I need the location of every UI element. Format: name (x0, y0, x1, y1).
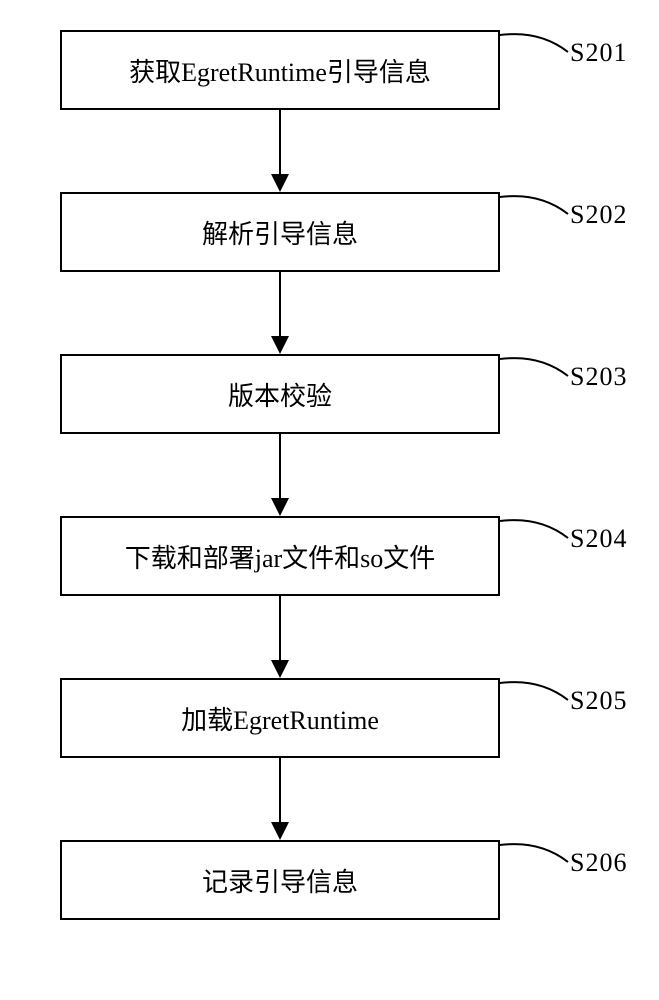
flow-node-s204: 下载和部署jar文件和so文件 (60, 516, 500, 596)
flow-node-s205: 加载EgretRuntime (60, 678, 500, 758)
arrow-line (279, 434, 281, 498)
leader-arc (495, 673, 615, 733)
flow-node-s203: 版本校验 (60, 354, 500, 434)
arrow-head (271, 174, 289, 192)
leader-arc (495, 511, 615, 571)
arrow-line (279, 596, 281, 660)
arrow-head (271, 498, 289, 516)
flow-node-s206: 记录引导信息 (60, 840, 500, 920)
leader-arc (495, 349, 615, 409)
leader-arc (495, 25, 615, 85)
arrow-head (271, 336, 289, 354)
flow-node-text: 版本校验 (228, 376, 332, 413)
flow-node-text: 下载和部署jar文件和so文件 (125, 538, 436, 575)
arrow-line (279, 110, 281, 174)
leader-arc (495, 835, 615, 895)
flow-node-text: 加载EgretRuntime (181, 700, 379, 737)
flow-node-text: 记录引导信息 (202, 862, 358, 899)
arrow-line (279, 272, 281, 336)
leader-arc (495, 187, 615, 247)
flow-node-text: 获取EgretRuntime引导信息 (129, 52, 431, 89)
arrow-line (279, 758, 281, 822)
flow-node-s201: 获取EgretRuntime引导信息 (60, 30, 500, 110)
flow-node-s202: 解析引导信息 (60, 192, 500, 272)
arrow-head (271, 660, 289, 678)
flow-node-text: 解析引导信息 (202, 214, 358, 251)
arrow-head (271, 822, 289, 840)
